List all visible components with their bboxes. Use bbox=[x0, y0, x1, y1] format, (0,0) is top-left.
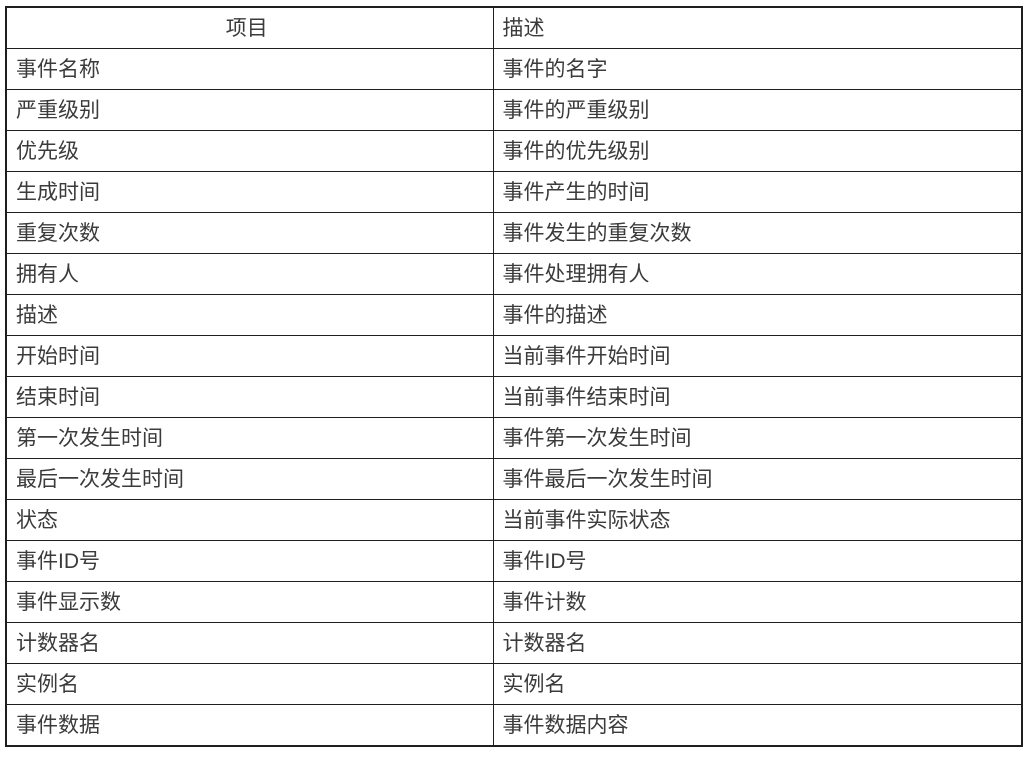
item-cell: 最后一次发生时间 bbox=[5, 458, 494, 500]
table-row: 事件名称 事件的名字 bbox=[5, 48, 1023, 90]
item-cell: 第一次发生时间 bbox=[5, 417, 494, 459]
table-row: 结束时间 当前事件结束时间 bbox=[5, 376, 1023, 418]
description-cell: 事件计数 bbox=[492, 581, 1023, 623]
event-field-description-table: 项目 描述 事件名称 事件的名字 严重级别 事件的严重级别 优先级 事件的优先级别 生成时间… bbox=[5, 6, 1023, 747]
column-header-description: 描述 bbox=[492, 6, 1023, 49]
table-row: 重复次数 事件发生的重复次数 bbox=[5, 212, 1023, 254]
table-row: 计数器名 计数器名 bbox=[5, 622, 1023, 664]
item-cell: 事件显示数 bbox=[5, 581, 494, 623]
item-cell: 严重级别 bbox=[5, 89, 494, 131]
header-row: 项目 描述 bbox=[5, 6, 1023, 49]
description-cell: 事件产生的时间 bbox=[492, 171, 1023, 213]
item-cell: 优先级 bbox=[5, 130, 494, 172]
item-cell: 结束时间 bbox=[5, 376, 494, 418]
table-row: 实例名 实例名 bbox=[5, 663, 1023, 705]
item-cell: 重复次数 bbox=[5, 212, 494, 254]
description-cell: 事件最后一次发生时间 bbox=[492, 458, 1023, 500]
table-row: 描述 事件的描述 bbox=[5, 294, 1023, 336]
table-row: 最后一次发生时间 事件最后一次发生时间 bbox=[5, 458, 1023, 500]
description-cell: 当前事件结束时间 bbox=[492, 376, 1023, 418]
description-cell: 当前事件开始时间 bbox=[492, 335, 1023, 377]
description-cell: 事件ID号 bbox=[492, 540, 1023, 582]
description-cell: 事件的名字 bbox=[492, 48, 1023, 90]
description-cell: 事件的优先级别 bbox=[492, 130, 1023, 172]
description-cell: 事件的严重级别 bbox=[492, 89, 1023, 131]
description-cell: 事件第一次发生时间 bbox=[492, 417, 1023, 459]
description-cell: 事件的描述 bbox=[492, 294, 1023, 336]
table-row: 事件ID号 事件ID号 bbox=[5, 540, 1023, 582]
table-row: 事件数据 事件数据内容 bbox=[5, 704, 1023, 747]
item-cell: 事件名称 bbox=[5, 48, 494, 90]
item-cell: 事件ID号 bbox=[5, 540, 494, 582]
table-row: 生成时间 事件产生的时间 bbox=[5, 171, 1023, 213]
description-cell: 事件发生的重复次数 bbox=[492, 212, 1023, 254]
table-row: 事件显示数 事件计数 bbox=[5, 581, 1023, 623]
table-row: 优先级 事件的优先级别 bbox=[5, 130, 1023, 172]
description-cell: 实例名 bbox=[492, 663, 1023, 705]
item-cell: 描述 bbox=[5, 294, 494, 336]
item-cell: 计数器名 bbox=[5, 622, 494, 664]
description-cell: 当前事件实际状态 bbox=[492, 499, 1023, 541]
item-cell: 状态 bbox=[5, 499, 494, 541]
table-row: 严重级别 事件的严重级别 bbox=[5, 89, 1023, 131]
item-cell: 生成时间 bbox=[5, 171, 494, 213]
description-cell: 计数器名 bbox=[492, 622, 1023, 664]
item-cell: 事件数据 bbox=[5, 704, 494, 747]
column-header-item: 项目 bbox=[5, 6, 494, 49]
table-body: 事件名称 事件的名字 严重级别 事件的严重级别 优先级 事件的优先级别 生成时间 事件产生的时… bbox=[5, 48, 1023, 747]
item-cell: 实例名 bbox=[5, 663, 494, 705]
description-cell: 事件数据内容 bbox=[492, 704, 1023, 747]
table-row: 拥有人 事件处理拥有人 bbox=[5, 253, 1023, 295]
table-row: 开始时间 当前事件开始时间 bbox=[5, 335, 1023, 377]
item-cell: 开始时间 bbox=[5, 335, 494, 377]
table-row: 第一次发生时间 事件第一次发生时间 bbox=[5, 417, 1023, 459]
table-row: 状态 当前事件实际状态 bbox=[5, 499, 1023, 541]
description-cell: 事件处理拥有人 bbox=[492, 253, 1023, 295]
item-cell: 拥有人 bbox=[5, 253, 494, 295]
